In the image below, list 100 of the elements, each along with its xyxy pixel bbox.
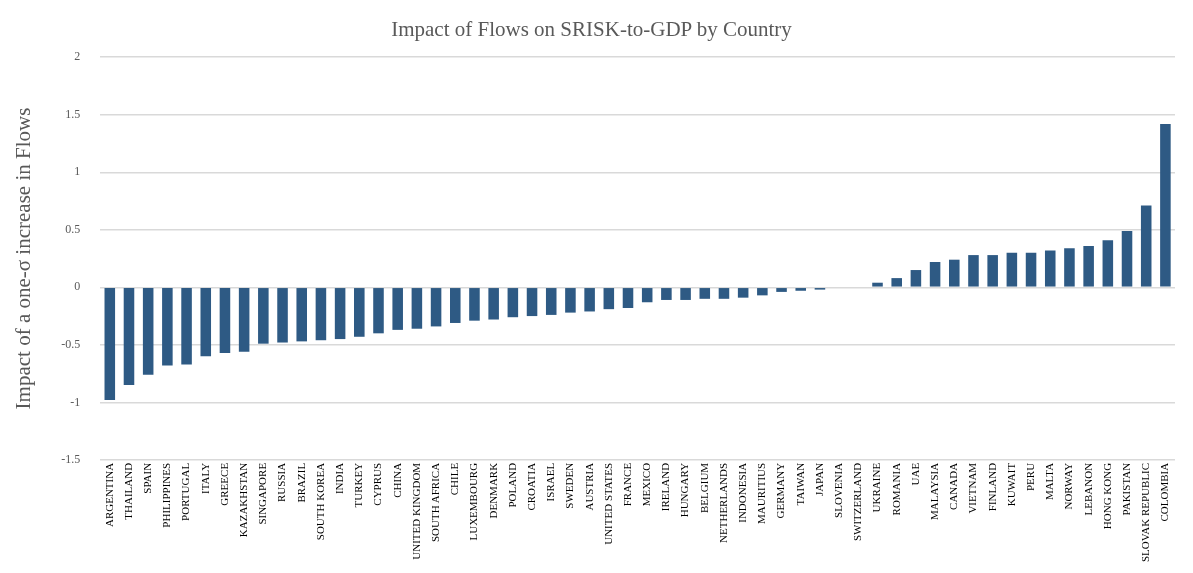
x-tick-label: INDIA <box>333 462 345 495</box>
bar <box>1140 205 1152 287</box>
bar <box>449 288 461 323</box>
x-tick-label: SWEDEN <box>563 462 576 509</box>
x-tick-label: MALAYSIA <box>927 462 940 520</box>
x-tick-label: GERMANY <box>774 462 787 519</box>
bar <box>354 288 365 337</box>
bar <box>1083 245 1094 287</box>
y-axis-title: Impact of a one-σ increase in Flows <box>11 107 36 410</box>
x-tick-label: TAIWAN <box>793 462 806 506</box>
x-tick-label: SWITZERLAND <box>851 462 864 542</box>
bar <box>680 288 691 300</box>
bar <box>1102 240 1114 287</box>
bar <box>795 288 807 291</box>
bar <box>987 255 998 287</box>
x-tick-label: BRAZIL <box>294 462 307 503</box>
bar <box>104 288 116 401</box>
y-tick-label: -0.5 <box>61 336 81 351</box>
bar <box>392 288 403 330</box>
bar <box>968 255 979 287</box>
bar <box>661 288 672 300</box>
x-tick-label: SLOVENIA <box>832 462 845 518</box>
x-tick-label: RUSSIA <box>275 462 288 503</box>
x-tick-label: AUSTRIA <box>582 462 595 511</box>
y-tick-label: 1 <box>74 164 81 179</box>
bar <box>584 288 595 312</box>
x-tick-label: MALTA <box>1043 462 1056 501</box>
bar <box>929 261 941 287</box>
x-tick-label: UNITED KINGDOM <box>409 462 422 560</box>
bar <box>545 288 557 315</box>
x-tick-label: DENMARK <box>486 462 499 519</box>
x-tick-label: HUNGARY <box>678 462 691 518</box>
bar <box>718 288 730 299</box>
bar <box>315 288 327 341</box>
bar <box>872 282 883 287</box>
x-tick-label: ISRAEL <box>544 462 557 502</box>
x-tick-label: LUXEMBOURG <box>467 462 480 541</box>
bar <box>258 288 269 344</box>
x-tick-label: MAURITIUS <box>755 462 768 525</box>
x-tick-label: SOUTH AFRICA <box>428 462 441 543</box>
x-tick-label: CANADA <box>947 462 960 510</box>
x-tick-label: KAZAKHSTAN <box>237 462 250 538</box>
x-tick-label: LEBANON <box>1081 462 1094 516</box>
bar <box>891 278 902 287</box>
bar <box>910 270 922 287</box>
y-tick-label: -1 <box>70 394 81 409</box>
x-tick-label: JAPAN <box>812 462 825 497</box>
x-tick-label: ITALY <box>198 462 211 494</box>
y-tick-label: 0.5 <box>65 221 81 236</box>
bar <box>641 288 653 303</box>
x-tick-label: SINGAPORE <box>256 462 269 525</box>
x-tick-label: GREECE <box>217 462 230 506</box>
x-tick-label: CYPRUS <box>371 462 384 506</box>
x-tick-label: CHILE <box>448 462 461 496</box>
x-tick-label: KUWAIT <box>1004 462 1017 507</box>
bar <box>334 288 346 340</box>
x-tick-label: BELGIUM <box>697 462 710 513</box>
bar <box>526 288 538 317</box>
bar <box>411 288 423 329</box>
x-tick-label: PORTUGAL <box>179 462 192 521</box>
y-tick-label: 1.5 <box>65 106 81 121</box>
x-tick-label: MEXICO <box>640 462 653 507</box>
x-tick-label: HONG KONG <box>1100 462 1113 530</box>
x-tick-label: PAKISTAN <box>1119 462 1132 516</box>
x-tick-label: VIETNAM <box>966 462 979 514</box>
x-tick-label: CHINA <box>390 462 403 498</box>
bar <box>123 288 135 386</box>
bar <box>1025 252 1037 287</box>
x-tick-label: IRELAND <box>659 462 672 512</box>
bar <box>296 288 307 342</box>
bar <box>507 288 519 318</box>
x-tick-label: UAE <box>908 462 921 486</box>
bar <box>142 288 154 375</box>
x-tick-label: POLAND <box>505 462 518 508</box>
bar <box>603 288 615 310</box>
x-tick-label: PERU <box>1023 462 1036 492</box>
bar <box>1064 248 1075 287</box>
bar <box>238 288 250 352</box>
bar <box>181 288 192 365</box>
bar <box>469 288 480 321</box>
x-tick-label: PHILIPPINES <box>160 462 173 528</box>
x-tick-label: CROATIA <box>524 462 537 511</box>
x-tick-label: UNITED STATES <box>601 462 614 545</box>
bar <box>776 288 787 292</box>
x-tick-label: INDONESIA <box>736 462 749 523</box>
bar <box>757 288 768 296</box>
bar <box>162 288 173 366</box>
x-tick-label: ARGENTINA <box>102 462 115 528</box>
bar <box>699 288 711 299</box>
bar <box>622 288 634 309</box>
bar <box>737 288 749 298</box>
bar <box>1121 230 1133 287</box>
bar <box>200 288 212 357</box>
bar <box>1160 123 1171 287</box>
bar <box>1044 250 1056 287</box>
bar <box>1006 252 1018 287</box>
x-tick-label: FINLAND <box>985 462 998 512</box>
x-tick-label: NETHERLANDS <box>716 462 729 543</box>
bar <box>430 288 442 327</box>
x-tick-label: THAILAND <box>121 462 134 520</box>
